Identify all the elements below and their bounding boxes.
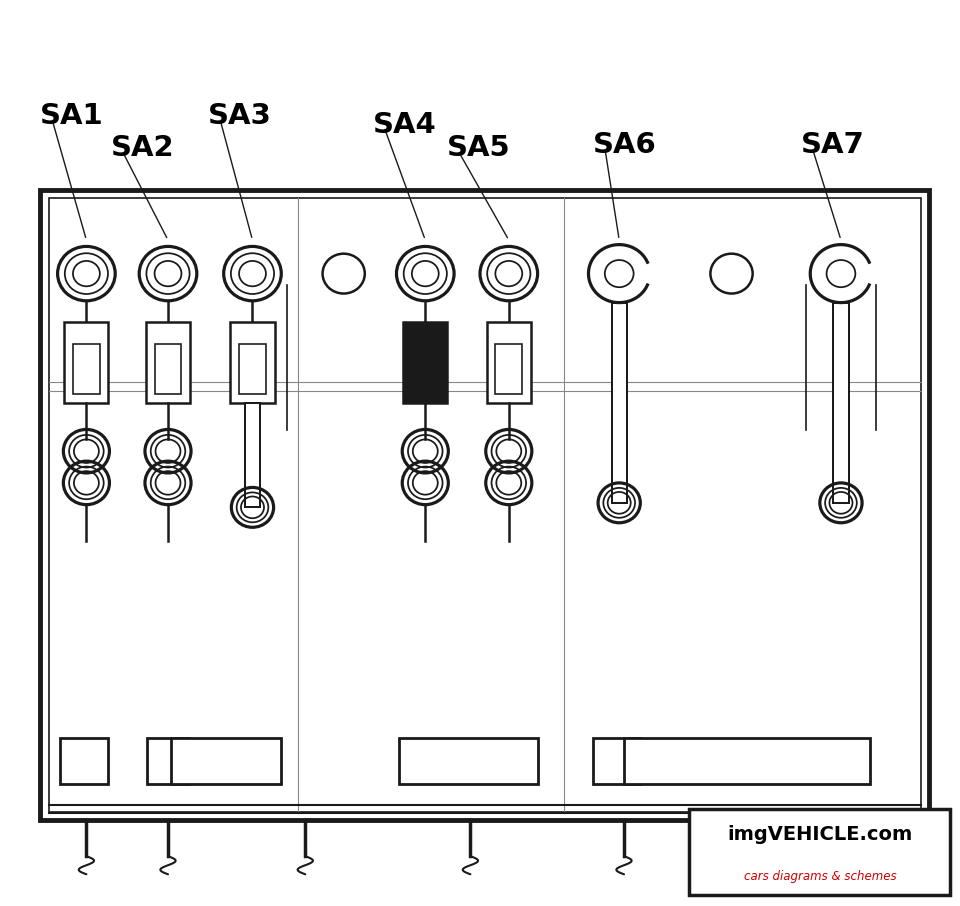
FancyBboxPatch shape	[833, 303, 849, 503]
Text: SA6: SA6	[593, 131, 657, 159]
FancyBboxPatch shape	[245, 403, 260, 507]
Text: imgVEHICLE.com: imgVEHICLE.com	[728, 825, 912, 844]
Text: SA5: SA5	[446, 134, 510, 162]
Text: SA7: SA7	[801, 131, 865, 159]
Text: SA3: SA3	[208, 102, 273, 130]
FancyBboxPatch shape	[593, 738, 640, 784]
FancyBboxPatch shape	[487, 322, 531, 403]
FancyBboxPatch shape	[146, 322, 190, 403]
FancyBboxPatch shape	[60, 738, 108, 784]
FancyBboxPatch shape	[624, 738, 870, 784]
FancyBboxPatch shape	[147, 738, 189, 784]
FancyBboxPatch shape	[171, 738, 281, 784]
Text: SA4: SA4	[372, 111, 436, 139]
FancyBboxPatch shape	[689, 809, 950, 895]
Text: SA2: SA2	[110, 134, 174, 162]
FancyBboxPatch shape	[64, 322, 108, 403]
FancyBboxPatch shape	[612, 303, 627, 503]
FancyBboxPatch shape	[230, 322, 275, 403]
FancyBboxPatch shape	[403, 322, 447, 403]
Text: SA1: SA1	[40, 102, 104, 130]
FancyBboxPatch shape	[399, 738, 538, 784]
Text: cars diagrams & schemes: cars diagrams & schemes	[744, 870, 896, 882]
